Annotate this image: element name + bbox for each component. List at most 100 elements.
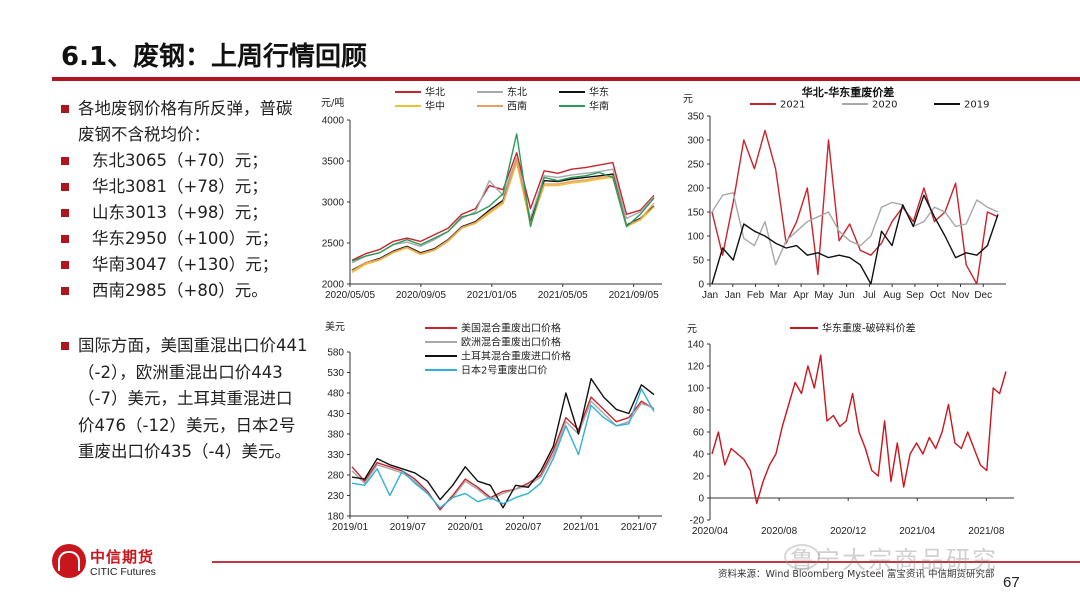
- bullet-square-icon: [61, 105, 69, 113]
- svg-text:华中: 华中: [425, 100, 445, 113]
- svg-text:欧洲混合重废出口价格: 欧洲混合重废出口价格: [461, 336, 561, 349]
- svg-text:Sep: Sep: [906, 290, 924, 301]
- svg-text:Apr: Apr: [793, 290, 809, 301]
- bullet-square-icon: [61, 261, 69, 269]
- bullet-item: 华东2950（+100）元；: [58, 226, 308, 252]
- svg-text:2021/04: 2021/04: [899, 526, 936, 537]
- svg-text:20: 20: [693, 472, 705, 483]
- svg-text:Aug: Aug: [883, 290, 901, 301]
- watermark: 鲁宁大宗商品研究: [790, 546, 998, 574]
- svg-text:80: 80: [693, 406, 705, 417]
- citic-logo-icon: [52, 544, 86, 578]
- bullet-square-icon: [61, 235, 69, 243]
- svg-text:Dec: Dec: [974, 290, 992, 301]
- chart-east-heavy-shredded-spread: 元 -20 0 20 40 60 80 100 120 140 2020/04 2020/08 2020…: [675, 318, 1030, 537]
- svg-text:200: 200: [687, 184, 704, 195]
- bullet-item: 西南2985（+80）元。: [58, 278, 308, 304]
- svg-text:0: 0: [698, 494, 704, 505]
- svg-text:230: 230: [327, 491, 344, 502]
- svg-text:2021/08: 2021/08: [968, 526, 1005, 537]
- svg-text:2019: 2019: [964, 100, 989, 111]
- logo-en-text: CITIC Futures: [90, 566, 156, 578]
- svg-text:2021/01: 2021/01: [563, 522, 600, 533]
- svg-text:2021/07: 2021/07: [621, 522, 658, 533]
- wechat-watermark-icon: [784, 544, 820, 570]
- svg-text:Jan: Jan: [702, 290, 718, 301]
- svg-text:2019/01: 2019/01: [332, 522, 369, 533]
- svg-text:2021: 2021: [780, 100, 805, 111]
- svg-text:美国混合重废出口价格: 美国混合重废出口价格: [461, 322, 561, 335]
- svg-text:280: 280: [327, 471, 344, 482]
- svg-text:华东: 华东: [589, 86, 609, 99]
- svg-text:4000: 4000: [322, 116, 345, 127]
- svg-text:100: 100: [687, 384, 704, 395]
- svg-text:美元: 美元: [325, 320, 345, 333]
- svg-text:150: 150: [687, 208, 704, 219]
- svg-text:华北: 华北: [425, 86, 445, 99]
- svg-text:530: 530: [327, 368, 344, 379]
- bullet-square-icon: [61, 287, 69, 295]
- bullet-square-icon: [61, 183, 69, 191]
- svg-text:2021/01/05: 2021/01/05: [467, 290, 517, 301]
- svg-text:西南: 西南: [507, 100, 527, 113]
- svg-text:May: May: [814, 290, 833, 301]
- svg-text:300: 300: [687, 136, 704, 147]
- svg-text:Jun: Jun: [839, 290, 855, 301]
- svg-text:华南: 华南: [589, 100, 609, 113]
- svg-text:2021/09/05: 2021/09/05: [609, 290, 659, 301]
- svg-text:Mar: Mar: [770, 290, 788, 301]
- svg-text:Feb: Feb: [747, 290, 765, 301]
- svg-text:华北-华东重废价差: 华北-华东重废价差: [802, 85, 895, 99]
- svg-text:2020/07: 2020/07: [505, 522, 542, 533]
- svg-text:元/吨: 元/吨: [321, 96, 344, 109]
- title-divider: [52, 77, 1080, 81]
- bullet-square-icon: [61, 342, 69, 350]
- svg-text:2500: 2500: [322, 239, 345, 250]
- bullet-item: 山东3013（+98）元；: [58, 200, 308, 226]
- svg-text:380: 380: [327, 430, 344, 441]
- svg-text:2021/05/05: 2021/05/05: [538, 290, 588, 301]
- svg-text:Jan: Jan: [725, 290, 741, 301]
- svg-text:140: 140: [687, 340, 704, 351]
- chart-international-scrap-prices: 美元 180 230 280 330 380 430 480 530 580 2019/01 2019…: [315, 318, 670, 536]
- svg-text:东北: 东北: [507, 86, 527, 99]
- svg-text:50: 50: [693, 256, 705, 267]
- page-title: 6.1、废钢：上周行情回顾: [61, 42, 368, 72]
- svg-text:2019/07: 2019/07: [390, 522, 427, 533]
- svg-text:2020/05/05: 2020/05/05: [325, 290, 375, 301]
- svg-text:3000: 3000: [322, 198, 345, 209]
- svg-text:-20: -20: [690, 516, 705, 527]
- svg-text:2000: 2000: [322, 280, 345, 291]
- svg-text:Jul: Jul: [863, 290, 876, 301]
- svg-text:0: 0: [698, 280, 704, 291]
- svg-text:元: 元: [683, 94, 693, 105]
- svg-text:480: 480: [327, 389, 344, 400]
- svg-text:华东重废-破碎料价差: 华东重废-破碎料价差: [822, 322, 916, 335]
- svg-text:40: 40: [693, 450, 705, 461]
- bullet-item: 华北3081（+78）元；: [58, 174, 308, 200]
- svg-text:2020/04: 2020/04: [692, 526, 729, 537]
- svg-text:土耳其混合重废进口价格: 土耳其混合重废进口价格: [461, 350, 571, 363]
- bullet-intro: 各地废钢价格有所反弹，普碳废钢不含税均价：: [58, 96, 308, 148]
- logo-cn-text: 中信期货: [90, 548, 155, 566]
- svg-text:3500: 3500: [322, 157, 345, 168]
- svg-text:2020/12: 2020/12: [830, 526, 867, 537]
- bullet-item: 东北3065（+70）元；: [58, 148, 308, 174]
- page-number: 67: [1003, 574, 1020, 591]
- svg-text:100: 100: [687, 232, 704, 243]
- svg-text:日本2号重废出口价: 日本2号重废出口价: [461, 364, 547, 377]
- bullet-square-icon: [61, 157, 69, 165]
- source-note: 资料来源：Wind Bloomberg Mysteel 富宝资讯 中信期货研究部: [718, 569, 995, 580]
- svg-text:580: 580: [327, 348, 344, 359]
- svg-text:2020/08: 2020/08: [761, 526, 798, 537]
- footer-divider: [212, 561, 1080, 563]
- bullet-international: 国际方面，美国重混出口价441（-2），欧洲重混出口价443（-7）美元，土耳其…: [58, 333, 308, 466]
- chart-regional-scrap-prices: 元/吨 2000 2500 3000 3500 4000 2020/05/05 2020/09…: [315, 86, 670, 310]
- svg-text:250: 250: [687, 160, 704, 171]
- chart-north-east-spread: 元 华北-华东重废价差 0 50 100 150 200 250 300 350 Jan Jan Feb…: [675, 85, 1030, 310]
- svg-text:Nov: Nov: [952, 290, 970, 301]
- svg-text:120: 120: [687, 362, 704, 373]
- svg-text:2020/09/05: 2020/09/05: [396, 290, 446, 301]
- bullet-item: 华南3047（+130）元；: [58, 252, 308, 278]
- bullet-square-icon: [61, 209, 69, 217]
